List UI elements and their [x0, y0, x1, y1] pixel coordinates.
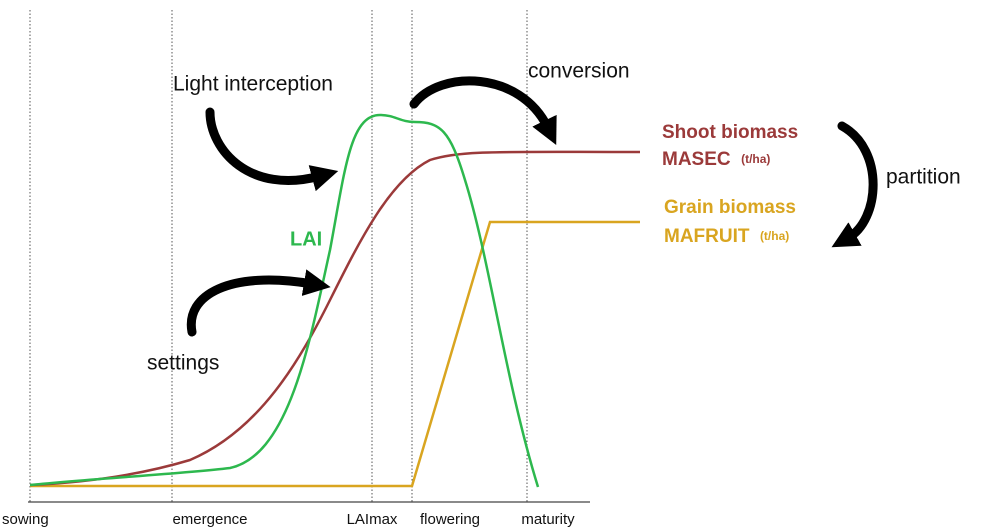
annotation: conversion: [528, 60, 630, 83]
stage-label: LAImax: [347, 511, 398, 528]
output-name: Grain biomass: [664, 197, 796, 218]
variable: MAFRUIT: [664, 226, 750, 247]
annotation: settings: [147, 352, 219, 375]
lai-curve: [29, 113, 540, 488]
unit: (t/ha): [760, 229, 789, 243]
output-name: Shoot biomass: [662, 122, 798, 143]
variable: MASEC: [662, 149, 731, 170]
unit: (t/ha): [741, 152, 770, 166]
grain-biomass-curve: [30, 220, 640, 488]
annotation: Light interception: [173, 73, 333, 96]
arrow: [186, 269, 331, 337]
output-variable: MAFRUIT (t/ha): [664, 226, 789, 247]
arrow: [409, 76, 557, 146]
stage-lines: [29, 10, 528, 502]
stage-label: sowing: [2, 511, 49, 528]
output-variable: MASEC (t/ha): [662, 149, 770, 170]
stage-label: emergence: [172, 511, 247, 528]
shoot-biomass-curve: [29, 150, 641, 487]
arrow: [831, 121, 878, 248]
annotation: partition: [886, 166, 961, 189]
stage-label: maturity: [521, 511, 575, 528]
stage-label: flowering: [420, 511, 480, 528]
lai-label: LAI: [290, 228, 322, 250]
arrow: [205, 107, 339, 192]
